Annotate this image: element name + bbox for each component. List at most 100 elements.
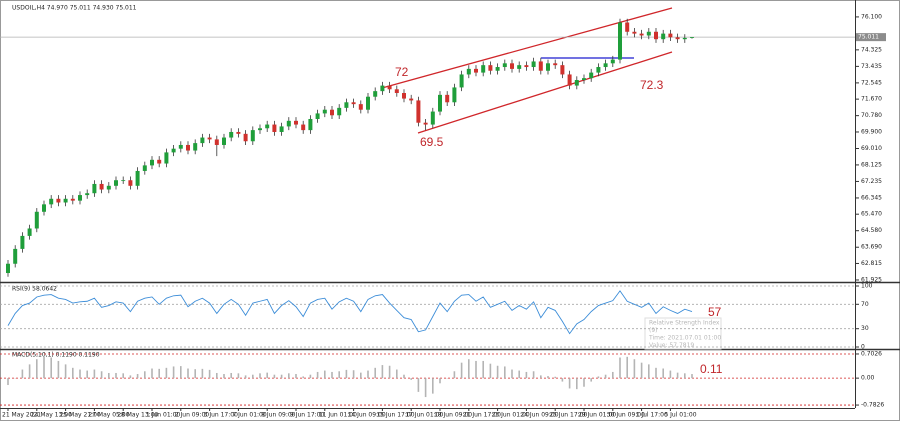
macd-bar [7, 378, 9, 386]
macd-bar [684, 373, 686, 379]
candle-body [92, 183, 97, 194]
candle-body [157, 159, 162, 164]
macd-bar [432, 378, 434, 394]
x-tick-label: 28 May 13:00 [117, 412, 158, 419]
macd-bar [129, 375, 132, 379]
candle-body [85, 193, 90, 196]
x-tick-label: 15 Jun 17:00 [376, 412, 414, 419]
candle-body [474, 68, 478, 73]
annotation: 69.5 [420, 135, 444, 149]
y-tick-label: 76.100 [861, 13, 882, 20]
macd-bar [252, 374, 254, 379]
candle-body [186, 144, 190, 151]
macd-bar [230, 372, 232, 379]
candle-body [452, 87, 457, 103]
macd-bar [396, 369, 398, 379]
macd-bar [568, 378, 571, 389]
candle-body [394, 89, 399, 94]
candle-body [553, 63, 558, 66]
tooltip-text: Value: 57.7819 [649, 342, 694, 349]
candle-body [632, 31, 637, 34]
macd-bar [554, 376, 556, 379]
macd-bar [612, 371, 614, 379]
macd-bar [108, 372, 110, 379]
candle-body [236, 131, 241, 134]
macd-bar [525, 371, 528, 379]
macd-bar [504, 366, 506, 379]
candle-body [459, 74, 464, 88]
candle-body [430, 111, 435, 125]
candle-body [337, 107, 342, 116]
macd-bar [280, 374, 283, 379]
candle-body [250, 130, 255, 142]
y-tick-label: 65.470 [861, 211, 882, 218]
macd-bar [79, 369, 81, 379]
y-tick-label: 64.580 [861, 227, 882, 234]
macd-bar [302, 376, 304, 379]
candle-body [495, 67, 500, 71]
candle-body [34, 211, 39, 229]
candle-body [387, 85, 392, 90]
macd-bar [518, 370, 520, 379]
macd-bar [331, 371, 333, 379]
macd-bar [28, 364, 31, 379]
tooltip-box [644, 317, 722, 350]
macd-bar [388, 365, 391, 379]
y-tick-label: 66.345 [861, 194, 882, 201]
macd-bar [288, 373, 290, 379]
annotation: 0.11 [700, 362, 723, 376]
candle-body [351, 102, 356, 105]
macd-bar [424, 378, 427, 398]
macd-bar [540, 375, 542, 379]
y-tick-label: 69.010 [861, 145, 882, 152]
candle-body [99, 183, 104, 190]
x-tick-label: 27 May 05:00 [88, 412, 129, 419]
x-tick-label: 1 Jun 01:00 [146, 412, 180, 419]
y-tick-label: 71.670 [861, 96, 882, 103]
macd-bar [273, 374, 276, 379]
candle-body [286, 120, 291, 127]
macd-bar [482, 360, 484, 379]
macd-bar [86, 370, 88, 379]
macd-bar [468, 359, 470, 379]
candle-body [531, 61, 536, 68]
candle-body [582, 78, 586, 81]
x-tick-label: 18 Jun 09:00 [434, 412, 472, 419]
candle-body [294, 120, 298, 125]
candle-body [510, 63, 514, 69]
candle-body [625, 22, 630, 32]
candle-body [538, 61, 543, 71]
macd-bar [640, 362, 643, 379]
macd-bar [259, 373, 261, 379]
candle-body [106, 185, 111, 190]
candle-body [49, 198, 54, 205]
x-tick-label: 30 Jun 09:00 [607, 412, 645, 419]
x-tick-label: 14 Jun 09:00 [348, 412, 386, 419]
candle-body [481, 65, 486, 73]
macd-bar [626, 356, 628, 379]
candle-body [56, 198, 61, 203]
candle-body [373, 91, 378, 97]
macd-bar [309, 374, 312, 379]
candle-body [402, 93, 406, 99]
last-price-label: 75.011 [858, 34, 879, 41]
candle-body [654, 31, 658, 40]
macd-bar [316, 371, 319, 379]
candle-body [315, 113, 320, 119]
x-tick-label: 2 Jun 09:00 [175, 412, 209, 419]
candle-body [646, 31, 651, 36]
macd-bar [511, 369, 513, 379]
macd-bar [136, 374, 139, 379]
candle-body [560, 65, 565, 75]
macd-bar [532, 371, 535, 379]
y-tick-label: 74.325 [861, 46, 882, 53]
candle-body [222, 137, 226, 145]
macd-bar [266, 372, 268, 379]
candle-body [596, 67, 601, 73]
x-tick-label: 29 Jun 01:00 [578, 412, 616, 419]
macd-bar [244, 375, 247, 379]
panel-title: RSI(9) 58.0642 [12, 286, 57, 293]
annotation: 57 [708, 305, 722, 319]
macd-bar [374, 367, 376, 379]
y-tick-label: 68.125 [861, 161, 882, 168]
